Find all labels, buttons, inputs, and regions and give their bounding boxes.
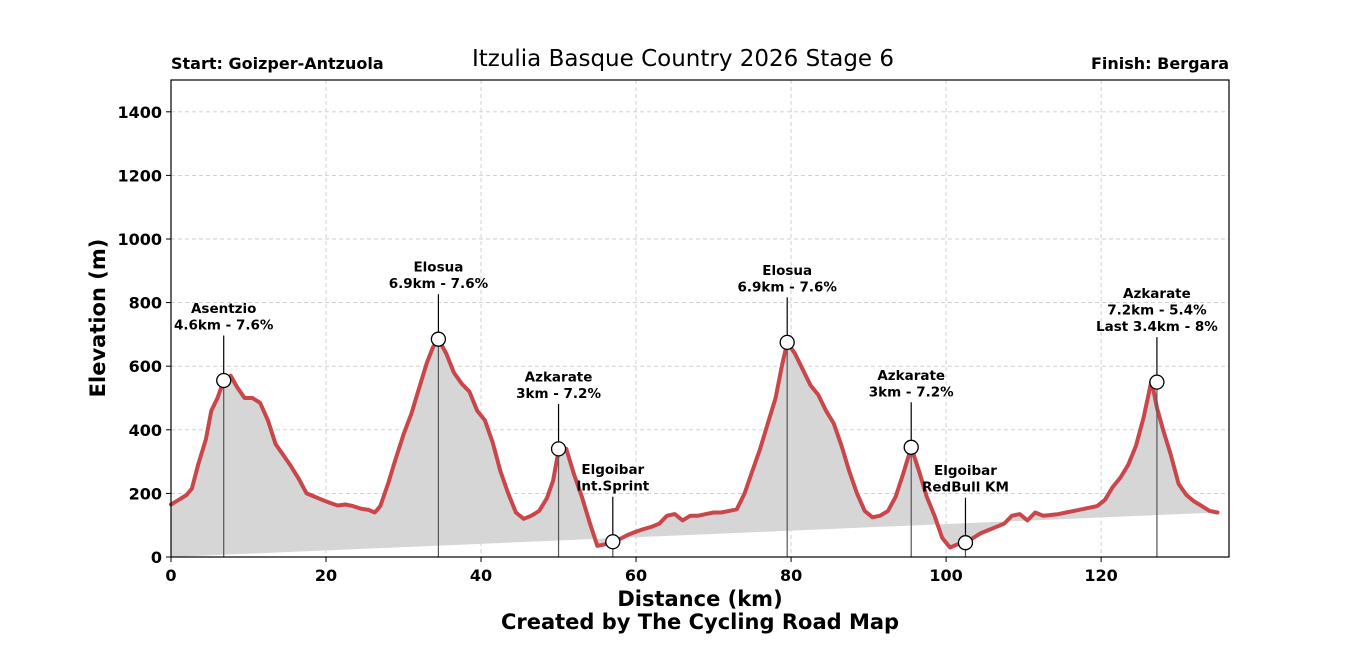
plot-frame — [170, 79, 1230, 558]
y-axis-ticks: 0 200 400 600 800 1000 1200 1400 — [117, 103, 171, 567]
climb-annotation-label: Asentzio — [191, 301, 256, 317]
chart-title: Itzulia Basque Country 2026 Stage 6 — [471, 46, 895, 72]
y-tick-label: 0 — [151, 548, 162, 567]
x-axis-ticks: 0 20 40 60 80 100 120 — [165, 557, 1118, 585]
x-tick-label: 20 — [315, 566, 337, 585]
x-tick-label: 100 — [929, 566, 962, 585]
y-tick-label: 1000 — [117, 230, 162, 249]
y-tick-label: 800 — [129, 294, 162, 313]
y-axis-label: Elevation (m) — [86, 239, 110, 398]
climb-annotation-label: 7.2km - 5.4% — [1107, 303, 1207, 319]
climb-annotation-label: Int.Sprint — [576, 479, 649, 495]
elevation-fill — [171, 339, 1218, 557]
climb-annotation-label: RedBull KM — [922, 480, 1009, 496]
x-tick-label: 0 — [165, 566, 176, 585]
climb-annotation-label: Elosua — [413, 260, 463, 276]
finish-label: Finish: Bergara — [1090, 54, 1229, 73]
climb-annotation-label: Azkarate — [525, 369, 593, 385]
x-tick-label: 40 — [470, 566, 492, 585]
x-axis-label: Distance (km) — [617, 587, 782, 611]
climb-annotation-label: 3km - 7.2% — [516, 386, 601, 402]
x-tick-label: 80 — [780, 566, 802, 585]
elevation-line — [169, 337, 1220, 550]
x-tick-label: 120 — [1084, 566, 1117, 585]
elevation-area — [169, 337, 1220, 557]
summit-marker — [430, 331, 447, 347]
summit-marker — [903, 439, 919, 455]
climb-annotation-label: Elgoibar — [934, 463, 997, 479]
climb-annotation-label: Elgoibar — [581, 462, 644, 478]
climb-annotation-label: Azkarate — [877, 368, 945, 384]
start-label: Start: Goizper-Antzuola — [171, 54, 384, 73]
summit-marker — [779, 334, 795, 351]
y-tick-label: 1200 — [117, 166, 162, 185]
y-tick-label: 600 — [129, 357, 162, 376]
x-tick-label: 60 — [625, 566, 647, 585]
climb-annotation-label: 4.6km - 7.6% — [174, 318, 274, 334]
summit-marker — [1149, 374, 1165, 390]
climb-annotation-label: Elosua — [762, 263, 812, 279]
y-tick-label: 400 — [129, 421, 162, 440]
climb-annotation-label: 6.9km - 7.6% — [389, 276, 489, 292]
climb-annotation-label: 3km - 7.2% — [869, 384, 954, 400]
climb-annotation-label: Azkarate — [1123, 286, 1191, 302]
climb-annotation-label: Last 3.4km - 8% — [1096, 319, 1218, 335]
summit-marker — [605, 534, 621, 550]
y-tick-label: 1400 — [117, 103, 162, 122]
y-tick-label: 200 — [129, 484, 162, 503]
summit-marker — [216, 372, 232, 389]
grid-lines — [170, 80, 1229, 558]
credit-text: Created by The Cycling Road Map — [500, 610, 900, 634]
summit-marker — [957, 535, 974, 551]
summit-marker — [550, 441, 567, 457]
climb-annotation-label: 6.9km - 7.6% — [737, 279, 837, 295]
